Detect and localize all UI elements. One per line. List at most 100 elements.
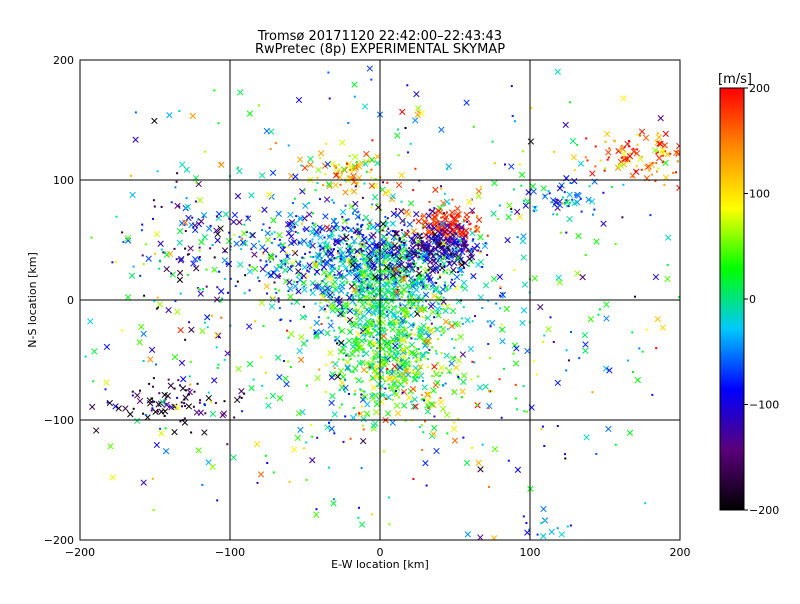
point-cross — [383, 273, 390, 281]
point-cross — [430, 266, 437, 273]
point-dot — [185, 197, 188, 200]
point-dot — [328, 97, 331, 100]
point-cross — [519, 319, 526, 327]
point-dot — [273, 231, 276, 234]
point-dot — [514, 383, 517, 386]
point-cross — [429, 267, 436, 274]
point-cross — [283, 381, 290, 388]
point-dot — [180, 401, 183, 404]
point-dot — [164, 398, 167, 401]
point-cross — [138, 323, 145, 330]
point-dot — [338, 285, 341, 288]
point-dot — [481, 265, 484, 268]
point-dot — [412, 260, 415, 263]
point-cross — [661, 142, 668, 149]
point-cross — [328, 230, 336, 237]
point-dot — [326, 249, 329, 252]
point-dot — [162, 251, 165, 254]
point-dot — [158, 392, 161, 395]
point-cross — [340, 373, 347, 380]
point-dot — [548, 192, 551, 195]
point-cross — [638, 128, 646, 135]
point-dot — [279, 275, 282, 278]
point-cross — [496, 273, 503, 281]
point-dot — [152, 217, 154, 220]
point-dot — [409, 307, 412, 310]
point-cross — [333, 221, 340, 228]
point-dot — [407, 255, 410, 258]
point-cross — [303, 226, 310, 233]
point-dot — [440, 325, 443, 328]
point-dot — [245, 231, 248, 234]
point-cross — [246, 268, 254, 275]
point-cross — [571, 200, 578, 207]
point-dot — [476, 215, 478, 217]
point-dot — [204, 412, 207, 415]
point-dot — [387, 227, 390, 230]
point-cross — [197, 290, 204, 297]
point-dot — [436, 338, 439, 341]
point-dot — [335, 166, 338, 169]
point-dot — [358, 279, 361, 282]
point-dot — [175, 180, 178, 183]
point-dot — [308, 201, 311, 204]
point-dot — [471, 446, 474, 449]
point-cross — [664, 151, 671, 158]
point-dot — [414, 262, 417, 265]
point-dot — [383, 327, 386, 330]
point-dot — [362, 234, 365, 236]
point-cross — [600, 220, 607, 227]
point-cross — [398, 261, 405, 268]
point-dot — [417, 110, 420, 113]
point-cross — [326, 286, 333, 293]
point-cross — [236, 219, 243, 226]
point-dot — [386, 368, 389, 370]
point-cross — [373, 409, 380, 416]
point-dot — [451, 198, 454, 201]
point-dot — [576, 143, 579, 146]
point-dot — [399, 244, 402, 247]
point-dot — [402, 326, 405, 329]
point-dot — [457, 241, 460, 243]
point-dot — [384, 261, 387, 264]
point-dot — [354, 389, 357, 392]
point-dot — [403, 299, 406, 302]
point-dot — [184, 247, 187, 250]
x-axis-ticks: −200 −100 0 100 200 — [65, 60, 691, 559]
point-cross — [633, 168, 640, 175]
point-dot — [446, 243, 449, 246]
point-cross — [438, 364, 445, 371]
point-dot — [345, 267, 348, 270]
point-dot — [561, 196, 564, 199]
point-cross — [292, 283, 299, 290]
point-cross — [365, 250, 373, 258]
point-dot — [621, 216, 624, 219]
point-cross — [380, 239, 387, 246]
point-dot — [84, 355, 87, 358]
point-dot — [198, 249, 201, 252]
point-dot — [486, 234, 489, 237]
point-dot — [466, 249, 469, 252]
point-dot — [407, 315, 410, 318]
point-dot — [338, 252, 341, 255]
point-dot — [286, 255, 289, 258]
point-cross — [151, 117, 158, 125]
point-cross — [234, 193, 242, 200]
y-tick-label: 100 — [53, 174, 74, 187]
point-cross — [394, 410, 402, 417]
point-dot — [631, 331, 634, 334]
point-cross — [214, 237, 221, 244]
point-dot — [399, 304, 402, 307]
point-dot — [277, 244, 280, 247]
point-dot — [405, 382, 408, 385]
point-dot — [160, 410, 163, 413]
y-tick-label: 200 — [53, 54, 74, 67]
point-dot — [389, 347, 392, 350]
point-dot — [654, 180, 657, 182]
point-cross — [337, 348, 345, 355]
point-dot — [157, 410, 159, 413]
point-cross — [477, 466, 484, 473]
point-dot — [249, 265, 252, 268]
point-dot — [569, 101, 571, 104]
point-cross — [391, 374, 398, 381]
